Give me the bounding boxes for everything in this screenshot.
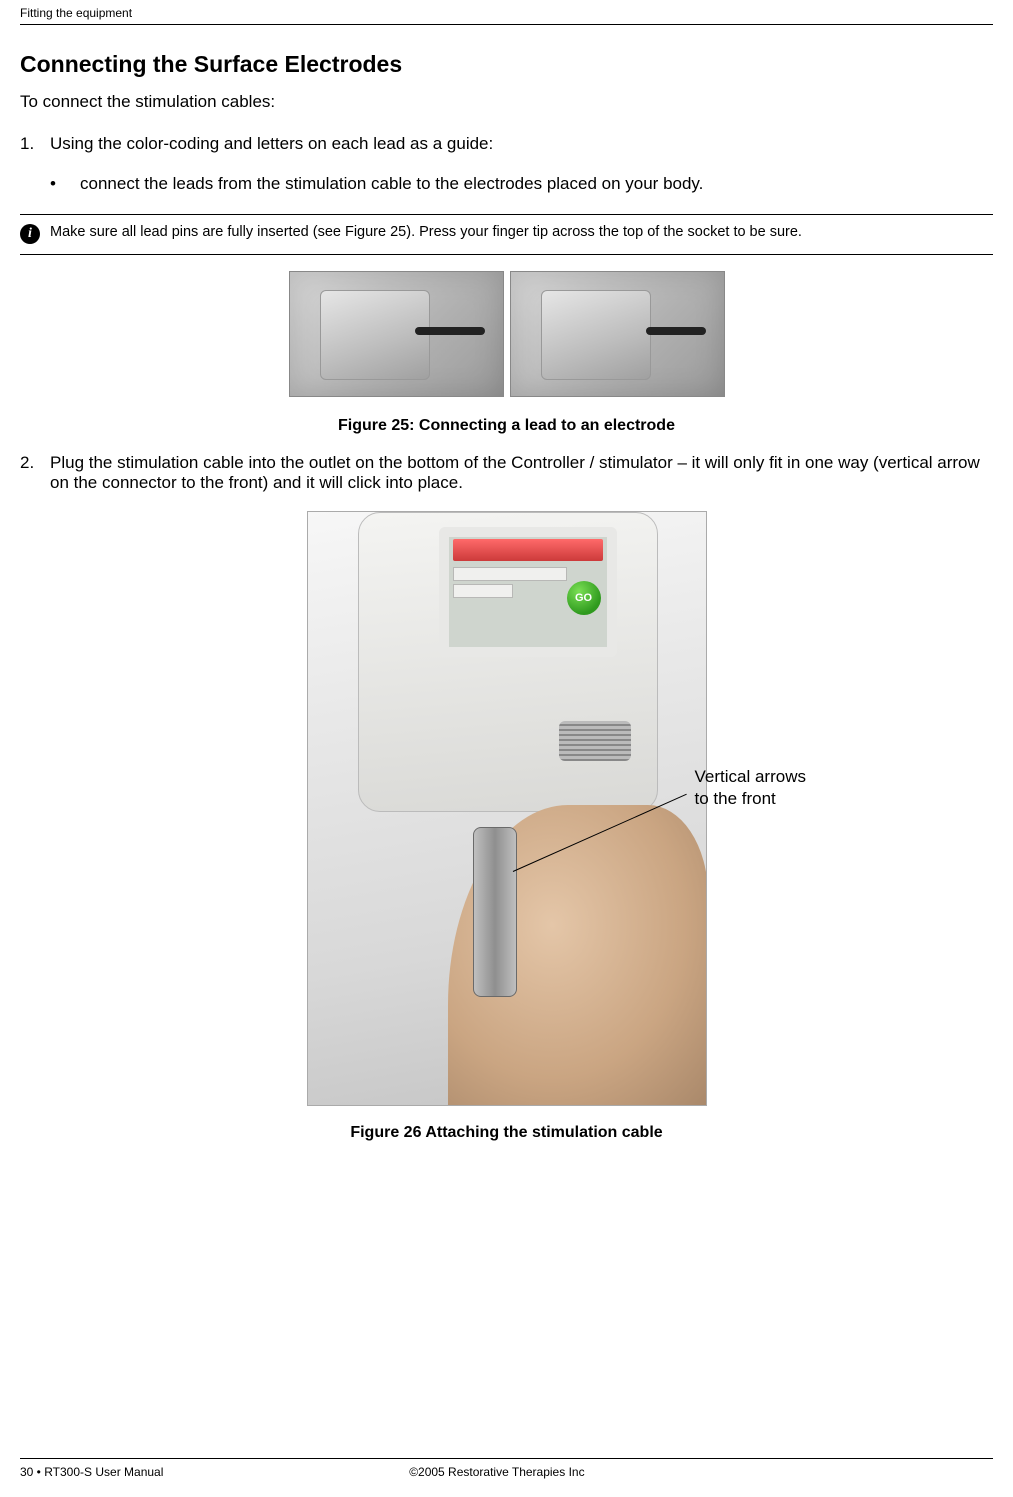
steps-list-2: 2. Plug the stimulation cable into the o… (20, 453, 993, 493)
page-header-section: Fitting the equipment (20, 0, 993, 24)
step-1-sub-text: connect the leads from the stimulation c… (80, 174, 703, 194)
device-image: GO (307, 511, 707, 1106)
device-screen: GO (439, 527, 617, 657)
bullet-icon: • (50, 174, 80, 194)
step-2-text: Plug the stimulation cable into the outl… (50, 453, 980, 492)
step-1-sublist: • connect the leads from the stimulation… (50, 174, 993, 194)
step-1: 1. Using the color-coding and letters on… (20, 134, 993, 194)
page-footer: 30 • RT300-S User Manual ©2005 Restorati… (20, 1458, 993, 1479)
footer-rule (20, 1458, 993, 1459)
electrode-image-right (510, 271, 725, 397)
electrode-image-left (289, 271, 504, 397)
figure-26: GO Vertical arrows to the front (197, 511, 817, 1106)
figure-25: Figure 25: Connecting a lead to an elect… (20, 271, 993, 435)
figure-25-images (20, 271, 993, 397)
steps-list: 1. Using the color-coding and letters on… (20, 134, 993, 194)
info-text: Make sure all lead pins are fully insert… (50, 223, 993, 243)
step-1-sub-item: • connect the leads from the stimulation… (50, 174, 993, 194)
info-note: i Make sure all lead pins are fully inse… (20, 214, 993, 255)
intro-text: To connect the stimulation cables: (20, 92, 993, 112)
info-icon: i (20, 224, 40, 244)
step-2: 2. Plug the stimulation cable into the o… (20, 453, 993, 493)
figure-26-caption: Figure 26 Attaching the stimulation cabl… (20, 1124, 993, 1142)
step-2-number: 2. (20, 453, 50, 493)
step-1-number: 1. (20, 134, 50, 194)
footer-left: 30 • RT300-S User Manual (20, 1465, 409, 1479)
section-heading: Connecting the Surface Electrodes (20, 51, 993, 78)
speaker-grille (559, 721, 631, 761)
footer-center: ©2005 Restorative Therapies Inc (409, 1465, 993, 1479)
go-button-icon: GO (567, 581, 601, 615)
header-rule (20, 24, 993, 25)
cable-connector (473, 827, 517, 997)
callout-text: Vertical arrows to the front (695, 766, 817, 810)
step-1-text: Using the color-coding and letters on ea… (50, 134, 493, 153)
figure-25-caption: Figure 25: Connecting a lead to an elect… (20, 417, 993, 435)
